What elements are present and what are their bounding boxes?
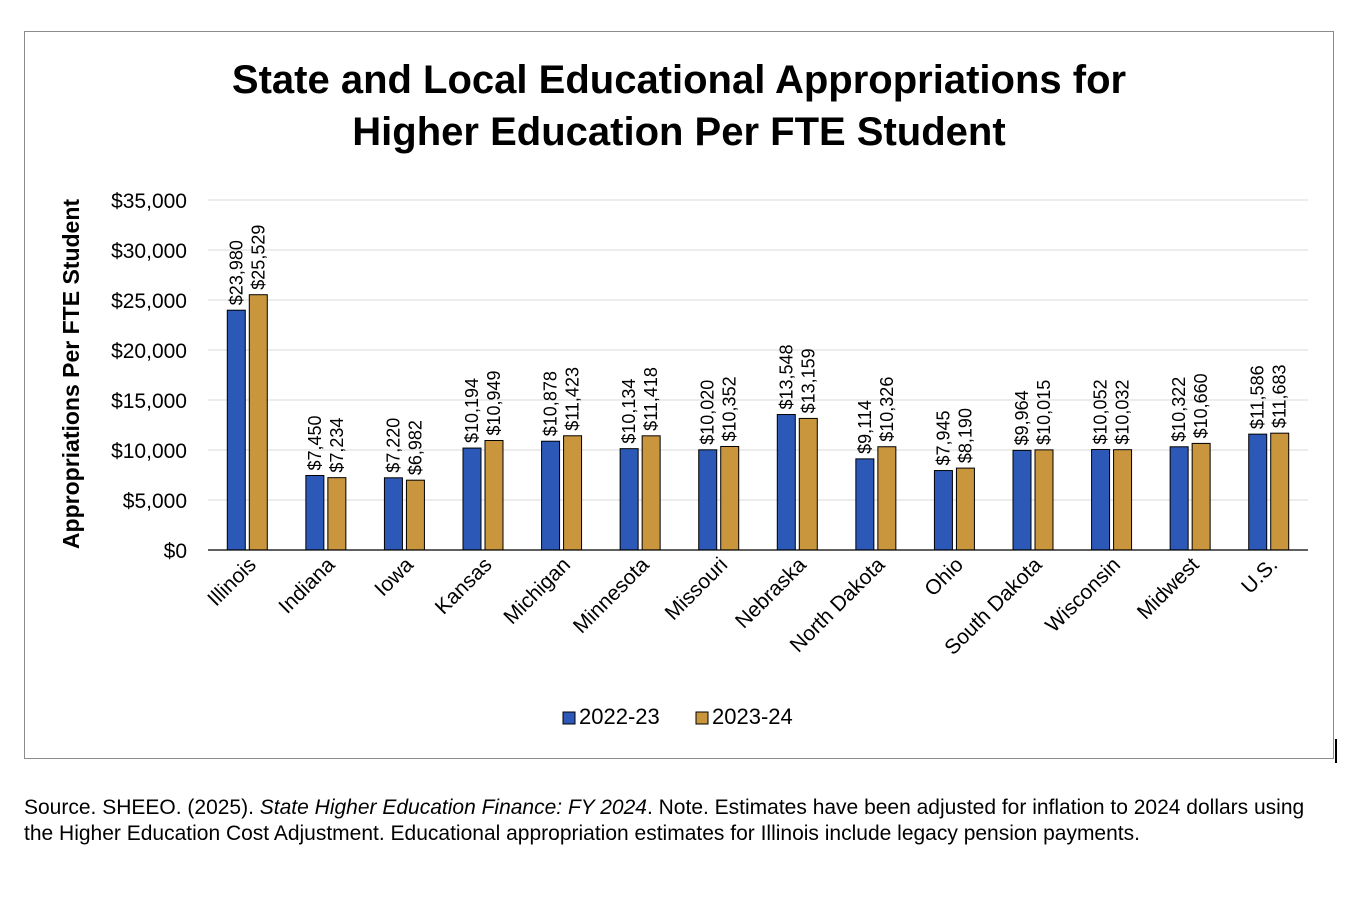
bar [933, 470, 953, 551]
bar [798, 417, 818, 551]
bar [1034, 449, 1054, 551]
x-tick-label: Wisconsin [1041, 553, 1125, 637]
source-note-prefix: Source. SHEEO. (2025). [24, 796, 260, 819]
data-label: $9,964 [1012, 390, 1032, 445]
x-tick-label: Nebraska [731, 553, 811, 633]
bar [1169, 446, 1189, 551]
data-label: $10,032 [1113, 380, 1133, 445]
bar [305, 475, 325, 551]
data-label: $10,134 [619, 379, 639, 444]
data-label: $10,660 [1191, 373, 1211, 438]
y-tick-label: $0 [164, 540, 187, 563]
bar [698, 449, 718, 551]
data-label: $10,322 [1169, 377, 1189, 442]
data-label: $25,529 [248, 225, 268, 290]
data-label: $7,945 [933, 410, 953, 465]
legend-label: 2022-23 [579, 704, 660, 729]
data-label: $11,423 [563, 367, 583, 431]
data-label: $10,020 [698, 380, 718, 445]
y-tick-label: $25,000 [111, 290, 187, 313]
bar [405, 479, 425, 551]
bar [877, 446, 897, 551]
y-tick-label: $35,000 [111, 190, 187, 213]
y-grid [208, 199, 1308, 501]
y-tick-label: $15,000 [111, 390, 187, 413]
data-label: $10,949 [484, 370, 504, 435]
legend-label: 2023-24 [712, 704, 793, 729]
y-tick-label: $30,000 [111, 240, 187, 263]
bar [226, 309, 246, 551]
x-tick-label: Missouri [661, 553, 733, 625]
y-tick-label: $5,000 [123, 490, 187, 513]
data-label: $10,015 [1034, 380, 1054, 445]
y-tick-label: $10,000 [111, 440, 187, 463]
data-label: $11,683 [1270, 364, 1290, 428]
data-label: $9,114 [855, 400, 875, 454]
data-label: $11,586 [1248, 365, 1268, 429]
source-note-title: State Higher Education Finance: FY 2024 [259, 796, 647, 819]
bar [462, 447, 482, 551]
x-tick-label: Kansas [431, 553, 497, 619]
bar [1270, 432, 1290, 551]
bar [1113, 449, 1133, 551]
legend: 2022-23 2023-24 [562, 704, 793, 729]
y-tick-label: $20,000 [111, 340, 187, 363]
bars [226, 294, 1290, 551]
data-label: $7,220 [383, 418, 403, 473]
x-axis-ticks: Illinois Indiana Iowa Kansas MichiganMinneso… [203, 553, 1282, 659]
bar [855, 458, 875, 551]
bar [1191, 442, 1211, 551]
bar [1012, 449, 1032, 551]
data-label: $13,548 [776, 344, 796, 409]
bar [720, 445, 740, 551]
data-label: $8,190 [955, 408, 975, 463]
data-label: $10,878 [541, 371, 561, 436]
data-label: $7,450 [305, 415, 325, 470]
source-note: Source. SHEEO. (2025). State Higher Educ… [24, 795, 1334, 847]
x-tick-label: U.S. [1237, 553, 1282, 598]
data-label: $10,194 [462, 378, 482, 443]
y-axis-ticks: $0 $5,000 $10,000 $15,000 $20,000 $25,000 $30,… [111, 190, 187, 563]
bar [776, 414, 796, 551]
legend-swatch [695, 711, 709, 725]
bar [484, 440, 504, 551]
bar [1091, 448, 1111, 551]
bar [955, 467, 975, 551]
bar-chart: State and Local Educational Appropriatio… [58, 58, 1308, 729]
x-tick-label: Michigan [499, 553, 575, 629]
data-label: $10,326 [877, 377, 897, 442]
bar [1248, 433, 1268, 551]
data-label: $10,052 [1091, 379, 1111, 444]
x-tick-label: Indiana [274, 553, 339, 618]
source-note-suffix: . Note. Estimates have been adjusted for… [24, 796, 1305, 845]
bar [641, 435, 661, 551]
data-label: $11,418 [641, 367, 661, 431]
x-tick-label: Midwest [1133, 553, 1204, 624]
data-labels: $23,980 $25,529 $7,450 $7,234 $7,220 $6,982 $1… [226, 225, 1289, 476]
data-label: $23,980 [226, 240, 246, 305]
bar [619, 448, 639, 551]
chart-title-line-2: Higher Education Per FTE Student [352, 110, 1005, 154]
frame-edge-mark [1335, 739, 1337, 763]
chart-title-line-1: State and Local Educational Appropriatio… [232, 58, 1126, 102]
x-tick-label: Ohio [920, 553, 968, 601]
bar [541, 440, 561, 551]
data-label: $6,982 [405, 420, 425, 475]
x-tick-label: Iowa [370, 553, 418, 601]
data-label: $7,234 [327, 418, 347, 473]
legend-swatch [562, 711, 576, 725]
bar [248, 294, 268, 551]
data-label: $10,352 [720, 376, 740, 441]
x-tick-label: Minnesota [569, 553, 654, 638]
bar [563, 435, 583, 551]
bar [383, 477, 403, 551]
y-axis-label: Appropriations Per FTE Student [58, 199, 84, 549]
bar [327, 477, 347, 551]
x-tick-label: Illinois [203, 553, 261, 611]
data-label: $13,159 [798, 348, 818, 413]
